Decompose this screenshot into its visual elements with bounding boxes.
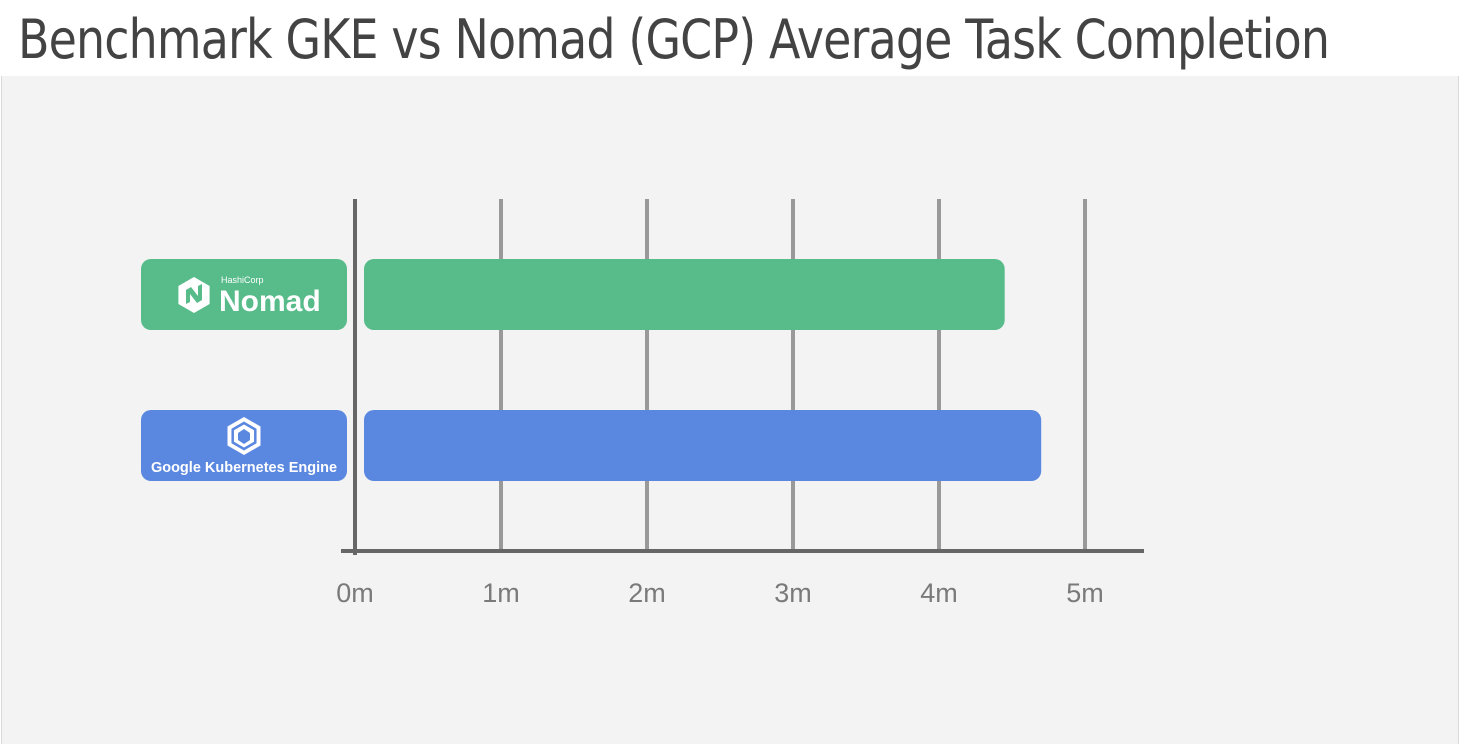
gke-logo-icon <box>227 417 261 455</box>
gke-logo: Google Kubernetes Engine <box>141 410 347 481</box>
x-tick-label-5: 5m <box>1066 578 1104 608</box>
nomad-logo-tile <box>141 259 347 330</box>
bar-nomad <box>364 259 1005 330</box>
x-tick-label-4: 4m <box>920 578 958 608</box>
gke-inner-hexagon <box>231 421 257 451</box>
nomad-logo-vendor: HashiCorp <box>221 275 264 285</box>
chart-panel: 0m 1m 2m 3m 4m 5m HashiCorp Nomad Google Kubern… <box>1 76 1459 744</box>
axes <box>341 199 1144 555</box>
gke-cube <box>238 429 250 444</box>
x-tick-label-3: 3m <box>774 578 812 608</box>
gke-logo-name: Google Kubernetes Engine <box>151 460 337 476</box>
x-tick-label-2: 2m <box>628 578 666 608</box>
nomad-logo-icon <box>178 277 210 313</box>
bars <box>364 259 1042 481</box>
tick-labels: 0m 1m 2m 3m 4m 5m <box>336 578 1104 608</box>
nomad-logo-name: Nomad <box>219 285 321 318</box>
title-bar: Benchmark GKE vs Nomad (GCP) Average Tas… <box>0 0 1460 76</box>
chart-title: Benchmark GKE vs Nomad (GCP) Average Tas… <box>18 8 1330 71</box>
x-tick-label-1: 1m <box>482 578 520 608</box>
nomad-n-mark <box>186 284 202 304</box>
x-tick-label-0: 0m <box>336 578 374 608</box>
bar-gke <box>364 410 1042 481</box>
grid-lines <box>499 199 1087 552</box>
